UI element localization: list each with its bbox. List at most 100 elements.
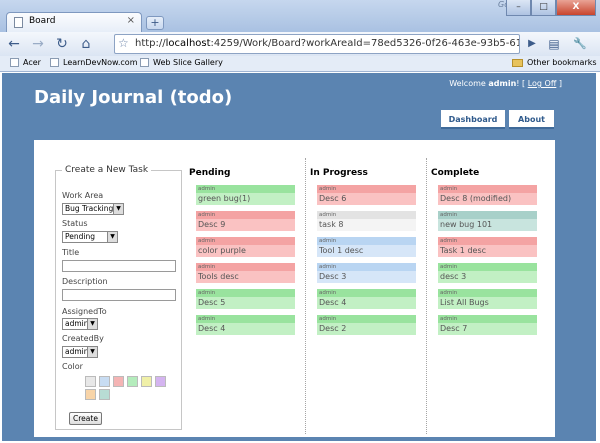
description-input[interactable] — [62, 289, 176, 301]
go-icon[interactable]: ▶ — [528, 38, 536, 49]
task-card-user: admin — [196, 211, 295, 219]
task-card-user: admin — [438, 211, 537, 219]
task-card-text: task 8 — [317, 219, 416, 231]
task-card-text: color purple — [196, 245, 295, 257]
task-card[interactable]: admin color purple — [196, 237, 295, 257]
other-bookmarks[interactable]: Other bookmarks — [512, 58, 597, 67]
task-card-text: Desc 4 — [196, 323, 295, 335]
bookmark-acer[interactable]: Acer — [10, 58, 41, 67]
new-tab-button[interactable]: + — [146, 16, 164, 30]
task-card-text: Desc 7 — [438, 323, 537, 335]
task-card-text: Desc 5 — [196, 297, 295, 309]
chevron-down-icon: ▼ — [107, 232, 117, 242]
assigned-to-label: AssignedTo — [62, 307, 107, 316]
task-card-text: List All Bugs — [438, 297, 537, 309]
column-divider — [305, 158, 306, 434]
welcome-text: Welcome admin! [ Log Off ] — [449, 79, 562, 88]
bookmark-star-icon[interactable]: ☆ — [118, 36, 129, 50]
task-card-text: green bug(1) — [196, 193, 295, 205]
task-card-user: admin — [438, 263, 537, 271]
task-card-user: admin — [317, 289, 416, 297]
task-card-text: Tools desc — [196, 271, 295, 283]
forward-arrow-icon[interactable]: → — [32, 36, 44, 52]
color-label: Color — [62, 362, 83, 371]
work-area-select[interactable]: Bug Tracking ▼ — [62, 203, 124, 215]
color-swatch[interactable] — [113, 376, 124, 387]
task-card[interactable]: admin Desc 6 — [317, 185, 416, 205]
browser-tab[interactable]: Board × — [6, 12, 142, 32]
task-card-user: admin — [196, 237, 295, 245]
color-swatch[interactable] — [85, 389, 96, 400]
task-card[interactable]: admin Desc 5 — [196, 289, 295, 309]
logoff-link[interactable]: Log Off — [527, 79, 557, 88]
minimize-button[interactable]: – — [506, 0, 531, 16]
color-swatch[interactable] — [99, 389, 110, 400]
task-card[interactable]: admin task 8 — [317, 211, 416, 231]
assigned-to-select[interactable]: admin ▼ — [62, 318, 98, 330]
chevron-down-icon: ▼ — [113, 204, 123, 214]
task-card[interactable]: admin Desc 4 — [196, 315, 295, 335]
home-icon[interactable]: ⌂ — [81, 36, 91, 52]
reload-icon[interactable]: ↻ — [56, 36, 68, 52]
browser-toolbar: ← → ↻ ⌂ ☆ http://localhost:4259/Work/Boa… — [0, 32, 600, 56]
color-swatch[interactable] — [85, 376, 96, 387]
task-card-text: Desc 3 — [317, 271, 416, 283]
bookmarks-bar: Acer LearnDevNow.com Web Slice Gallery O… — [0, 56, 600, 72]
task-card-text: Desc 6 — [317, 193, 416, 205]
page-menu-icon[interactable]: ▤ — [548, 37, 560, 51]
created-by-select[interactable]: admin ▼ — [62, 346, 98, 358]
task-card-user: admin — [438, 315, 537, 323]
create-task-panel: Create a New Task Work Area Bug Tracking… — [55, 165, 182, 430]
task-card[interactable]: admin Tools desc — [196, 263, 295, 283]
task-card-text: Desc 2 — [317, 323, 416, 335]
address-url: http://localhost:4259/Work/Board?workAre… — [135, 38, 520, 49]
task-card[interactable]: admin Desc 9 — [196, 211, 295, 231]
window-controls: – □ X — [506, 0, 596, 18]
nav-dashboard[interactable]: Dashboard — [441, 110, 505, 129]
task-card[interactable]: admin Task 1 desc — [438, 237, 537, 257]
title-input[interactable] — [62, 260, 176, 272]
task-card-text: Desc 9 — [196, 219, 295, 231]
tools-menu-icon[interactable]: 🔧 — [573, 37, 587, 50]
task-card-user: admin — [438, 237, 537, 245]
color-swatch[interactable] — [99, 376, 110, 387]
maximize-button[interactable]: □ — [531, 0, 556, 16]
back-arrow-icon[interactable]: ← — [8, 36, 20, 52]
task-card[interactable]: admin Desc 4 — [317, 289, 416, 309]
color-swatch[interactable] — [141, 376, 152, 387]
address-bar[interactable]: ☆ http://localhost:4259/Work/Board?workA… — [114, 34, 520, 54]
status-select[interactable]: Pending ▼ — [62, 231, 118, 243]
color-swatch[interactable] — [127, 376, 138, 387]
task-card[interactable]: admin Desc 7 — [438, 315, 537, 335]
task-card-user: admin — [317, 185, 416, 193]
column-divider — [426, 158, 427, 434]
task-card-text: new bug 101 — [438, 219, 537, 231]
task-card[interactable]: admin new bug 101 — [438, 211, 537, 231]
description-label: Description — [62, 277, 108, 286]
task-card[interactable]: admin green bug(1) — [196, 185, 295, 205]
chevron-down-icon: ▼ — [87, 347, 97, 357]
task-card[interactable]: admin Desc 2 — [317, 315, 416, 335]
bookmark-web-slice-gallery[interactable]: Web Slice Gallery — [140, 58, 223, 67]
nav-about[interactable]: About — [509, 110, 554, 129]
task-card[interactable]: admin Desc 8 (modified) — [438, 185, 537, 205]
close-window-button[interactable]: X — [556, 0, 596, 16]
page-icon — [14, 17, 23, 28]
task-card[interactable]: admin desc 3 — [438, 263, 537, 283]
task-card-user: admin — [196, 263, 295, 271]
task-card-user: admin — [317, 315, 416, 323]
status-label: Status — [62, 219, 88, 228]
create-button[interactable]: Create — [69, 412, 102, 425]
task-card-text: Task 1 desc — [438, 245, 537, 257]
tab-close-button[interactable]: × — [126, 15, 135, 26]
task-card[interactable]: admin List All Bugs — [438, 289, 537, 309]
task-card-user: admin — [438, 289, 537, 297]
task-card-text: desc 3 — [438, 271, 537, 283]
bookmark-page-icon — [10, 58, 19, 67]
task-card[interactable]: admin Desc 3 — [317, 263, 416, 283]
color-swatch[interactable] — [155, 376, 166, 387]
bookmark-page-icon — [140, 58, 149, 67]
bookmark-learndevnow[interactable]: LearnDevNow.com — [50, 58, 138, 67]
task-card[interactable]: admin Tool 1 desc — [317, 237, 416, 257]
task-card-user: admin — [317, 237, 416, 245]
